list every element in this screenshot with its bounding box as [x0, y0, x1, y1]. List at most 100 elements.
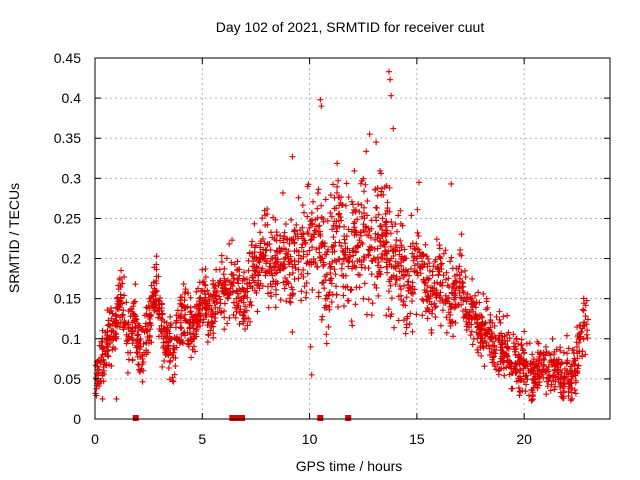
- data-point: [409, 250, 416, 257]
- data-point: [491, 363, 498, 370]
- data-point: [218, 309, 225, 316]
- data-point: [259, 265, 266, 272]
- data-point: [137, 336, 144, 343]
- data-point: [216, 305, 223, 312]
- data-point: [335, 177, 342, 184]
- data-point: [408, 265, 415, 272]
- data-point: [298, 255, 304, 262]
- data-point: [131, 311, 138, 318]
- data-point: [362, 264, 369, 271]
- x-tick-label: 5: [198, 431, 206, 447]
- data-point: [240, 308, 247, 315]
- data-point: [146, 319, 153, 326]
- data-point: [119, 312, 126, 319]
- data-point: [382, 210, 389, 217]
- data-point: [127, 349, 134, 356]
- data-point: [461, 267, 468, 274]
- data-point: [155, 273, 162, 280]
- data-point: [405, 287, 412, 294]
- data-point: [167, 336, 174, 343]
- data-point: [436, 242, 443, 249]
- data-point: [443, 269, 450, 276]
- data-point: [196, 298, 203, 305]
- data-point: [515, 340, 522, 347]
- data-point: [330, 242, 337, 249]
- data-point: [398, 242, 405, 249]
- data-point: [369, 300, 376, 307]
- data-point: [186, 319, 193, 326]
- data-point: [95, 367, 102, 374]
- data-point: [115, 303, 122, 310]
- data-point: [378, 188, 385, 195]
- data-point: [291, 276, 298, 283]
- data-point: [161, 332, 168, 339]
- data-point: [360, 210, 367, 217]
- data-point: [128, 335, 135, 342]
- data-point: [438, 260, 445, 267]
- data-point: [180, 303, 187, 310]
- data-point: [229, 271, 236, 278]
- data-point: [536, 373, 543, 380]
- data-point: [183, 318, 190, 325]
- data-point: [448, 254, 455, 261]
- data-point: [152, 296, 159, 303]
- data-point: [499, 351, 506, 358]
- data-point: [385, 288, 392, 295]
- y-tick-label: 0.2: [62, 251, 82, 267]
- data-point: [506, 335, 513, 342]
- data-point: [487, 317, 494, 324]
- data-point: [168, 320, 175, 327]
- zero-marker: [238, 415, 245, 421]
- data-point: [348, 318, 355, 325]
- data-point: [516, 392, 523, 399]
- data-point: [383, 239, 390, 246]
- data-point: [392, 281, 399, 288]
- data-point: [421, 287, 428, 294]
- data-point: [551, 367, 558, 374]
- data-point: [557, 389, 564, 396]
- data-point: [267, 255, 274, 262]
- data-point: [478, 352, 485, 359]
- data-point: [564, 367, 571, 374]
- data-point: [479, 335, 486, 342]
- data-point: [381, 184, 388, 191]
- data-point: [229, 289, 236, 296]
- data-point: [480, 344, 487, 351]
- data-point: [342, 251, 349, 258]
- data-point: [413, 255, 420, 262]
- data-point: [254, 308, 261, 315]
- data-point: [151, 264, 158, 271]
- data-point: [455, 265, 462, 272]
- data-point: [332, 271, 339, 278]
- data-point: [234, 277, 241, 284]
- data-point: [545, 363, 552, 370]
- data-point: [304, 270, 311, 277]
- data-point: [474, 346, 481, 353]
- data-point: [155, 314, 162, 321]
- data-point: [233, 287, 240, 294]
- data-point: [163, 319, 170, 326]
- data-point: [158, 301, 165, 308]
- data-point: [236, 309, 243, 316]
- data-point: [467, 332, 474, 339]
- data-point: [335, 303, 342, 310]
- data-point: [159, 363, 166, 370]
- data-point: [285, 248, 292, 255]
- data-point: [274, 266, 281, 273]
- data-point: [469, 341, 476, 348]
- data-point: [510, 331, 517, 338]
- data-point: [452, 287, 459, 294]
- data-point: [173, 335, 180, 342]
- data-point: [210, 330, 217, 337]
- y-tick-label: 0.4: [62, 90, 82, 106]
- data-point: [434, 266, 441, 273]
- data-point: [148, 282, 155, 289]
- data-point: [386, 208, 393, 215]
- data-point: [255, 271, 262, 278]
- data-point: [251, 220, 258, 227]
- data-point: [351, 167, 358, 174]
- data-point: [282, 235, 289, 242]
- data-point: [281, 229, 288, 236]
- data-point: [460, 314, 467, 321]
